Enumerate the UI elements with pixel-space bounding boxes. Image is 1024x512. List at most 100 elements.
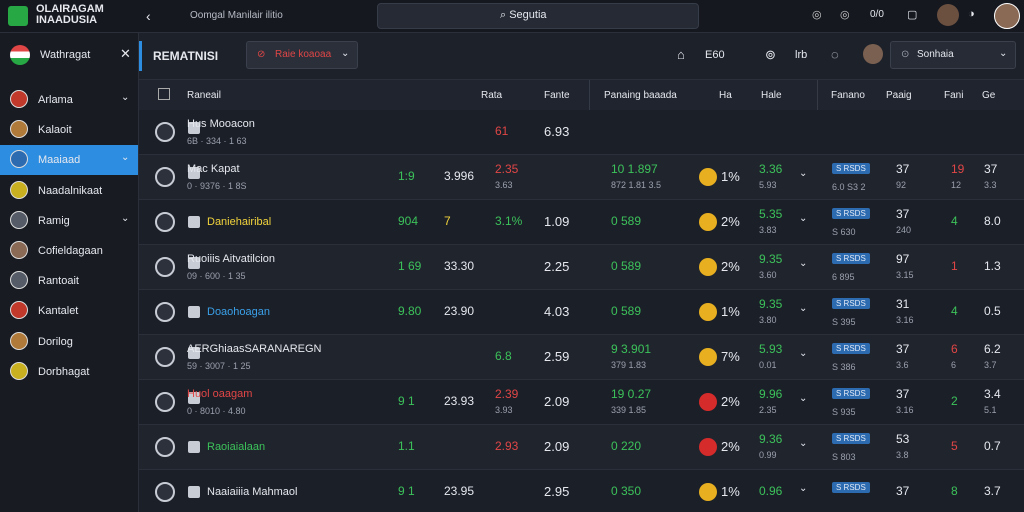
cell: 2.35: [495, 162, 519, 176]
cell: 2.25: [544, 259, 570, 274]
icon[interactable]: ◌: [831, 47, 839, 62]
cell-sub: 12: [951, 180, 962, 190]
team-name: Daniehairibal: [207, 216, 272, 228]
table-row[interactable]: Huol oaagam 0 · 8010 · 4.80 9 1 23.93 2.39 3.…: [139, 380, 1024, 425]
nav-label: Kalaoit: [38, 124, 72, 137]
table-row[interactable]: Mac Kapat 0 · 9376 · 1 8S 1:9 3.996 2.35 3.63…: [139, 155, 1024, 200]
filter-dropdown[interactable]: ⊘ Raie koaoaa ⌄: [246, 41, 358, 69]
flag: [10, 45, 30, 65]
team-name: Raoiaialaan: [207, 441, 266, 453]
chevron[interactable]: ⌄: [799, 393, 808, 404]
table-row[interactable]: AERGhiaasSARANAREGN 59 · 3007 · 1 25 6.8 2.…: [139, 335, 1024, 380]
cell-sub: 339 1.85: [611, 405, 647, 415]
column-header[interactable]: Fante: [544, 90, 570, 101]
icon[interactable]: ◎: [812, 9, 822, 21]
cell: 6: [951, 342, 958, 356]
table-row[interactable]: Doaohoagan 9.80 23.90 4.03 0 589 1% 9.35 3.80 ⌄ S…: [139, 290, 1024, 335]
nav-item[interactable]: Maaiaad ⌄: [0, 145, 138, 176]
odds-icon: [699, 213, 717, 231]
toolbar-title: REMATNISI: [153, 49, 219, 63]
nav-item[interactable]: Rantoait: [0, 266, 138, 296]
cell: 3.996: [444, 169, 475, 183]
chevron[interactable]: ⌄: [799, 483, 808, 494]
close-button[interactable]: ✕: [120, 46, 131, 61]
column-header[interactable]: Panaing baaada: [604, 90, 677, 101]
cell: 6.93: [544, 124, 570, 139]
cell: 8.0: [984, 214, 1001, 228]
logo-icon: [8, 6, 28, 26]
table-row[interactable]: Hus Mooacon 6B · 334 · 1 63 61 6.93: [139, 110, 1024, 155]
icon[interactable]: ▢: [907, 9, 918, 21]
stat: lrb: [795, 49, 808, 61]
cell: 1: [951, 259, 958, 273]
icon[interactable]: ⌂: [677, 47, 685, 62]
cell: 0 220: [611, 439, 642, 453]
column-header[interactable]: Rata: [481, 90, 503, 101]
icon[interactable]: ◑: [968, 8, 975, 20]
chevron[interactable]: ⌄: [799, 438, 808, 449]
chevron[interactable]: ⌄: [799, 213, 808, 224]
table-row[interactable]: Raoiaialaan 1.1 2.93 2.09 0 220 2% 9.36 0.99 ⌄ S …: [139, 425, 1024, 470]
cell: 2%: [721, 214, 740, 229]
column-header[interactable]: Hale: [761, 90, 782, 101]
team-icon: [188, 122, 200, 134]
chevron[interactable]: ⌄: [799, 168, 808, 179]
nav-item[interactable]: Dorbhagat: [0, 357, 138, 387]
cell-sub: 3.15: [896, 270, 914, 280]
nav-label: Ramig: [38, 214, 70, 227]
table-row[interactable]: Daniehairibal 904 7 3.1% 1.09 0 589 2% 5.35 3.83…: [139, 200, 1024, 245]
nav-item[interactable]: Kalaoit: [0, 115, 138, 145]
cell: 9 1: [398, 484, 415, 498]
nav-item[interactable]: Kantalet: [0, 296, 138, 326]
nav-item[interactable]: Dorilog: [0, 327, 138, 357]
tag-sub: 6 895: [832, 272, 855, 282]
cell-sub: 5.1: [984, 405, 997, 415]
avatar[interactable]: [937, 4, 959, 26]
odds-icon: [699, 393, 717, 411]
select-text: Sonhaia: [917, 49, 954, 60]
cell-sub: 3.63: [495, 180, 513, 190]
table-row[interactable]: Ruoiiis Aitvatilcion 09 · 600 · 1 35 1 69 3…: [139, 245, 1024, 290]
nav-label: Kantalet: [38, 305, 79, 318]
column-header[interactable]: Paaig: [886, 90, 912, 101]
counter: 0/0: [870, 9, 884, 20]
team-meta: 6B · 334 · 1 63: [187, 136, 247, 146]
chevron[interactable]: ⌄: [799, 303, 808, 314]
cell: 1%: [721, 484, 740, 499]
icon[interactable]: ◎: [840, 9, 850, 21]
search-text: Segutia: [509, 9, 547, 21]
icon[interactable]: ⊚: [765, 47, 776, 62]
nav-icon: [10, 241, 28, 259]
tag: S RSDS: [832, 482, 870, 493]
tag: S RSDS: [832, 163, 870, 174]
checkbox[interactable]: [158, 88, 170, 100]
chevron[interactable]: ⌄: [799, 258, 808, 269]
chevron: ⌄: [121, 152, 130, 164]
cell-sub: 3.60: [759, 270, 777, 280]
column-header[interactable]: Raneail: [187, 90, 221, 101]
cell: 37: [896, 387, 910, 401]
chevron[interactable]: ⌄: [799, 348, 808, 359]
cell: 37: [896, 162, 910, 176]
profile[interactable]: [994, 3, 1020, 29]
odds-icon: [699, 168, 717, 186]
nav-item[interactable]: Arlama ⌄: [0, 85, 138, 115]
column-header[interactable]: Fanano: [831, 90, 865, 101]
column-header[interactable]: Fani: [944, 90, 964, 101]
nav-item[interactable]: Cofieldagaan: [0, 236, 138, 266]
nav-label: Maaiaad: [38, 154, 81, 167]
nav-item[interactable]: Ramig ⌄: [0, 206, 138, 236]
nav-item[interactable]: Naadalnikaat: [0, 176, 138, 206]
team-badge: [155, 122, 175, 142]
back-button[interactable]: ‹: [146, 8, 151, 24]
select[interactable]: ⊙ Sonhaia ⌄: [890, 41, 1016, 69]
search-box[interactable]: ⌕ Segutia: [377, 3, 699, 29]
cell-sub: 3.7: [984, 360, 997, 370]
table-row[interactable]: Naaiaiiia Mahmaol 9 1 23.95 2.95 0 350 1% 0.96…: [139, 470, 1024, 512]
chevron: ⌄: [121, 212, 130, 224]
cell-sub: 0.99: [759, 450, 777, 460]
cell: 9.96: [759, 387, 783, 401]
column-header[interactable]: Ge: [982, 90, 996, 101]
column-header[interactable]: Ha: [719, 90, 732, 101]
cell-sub: 3.83: [759, 225, 777, 235]
